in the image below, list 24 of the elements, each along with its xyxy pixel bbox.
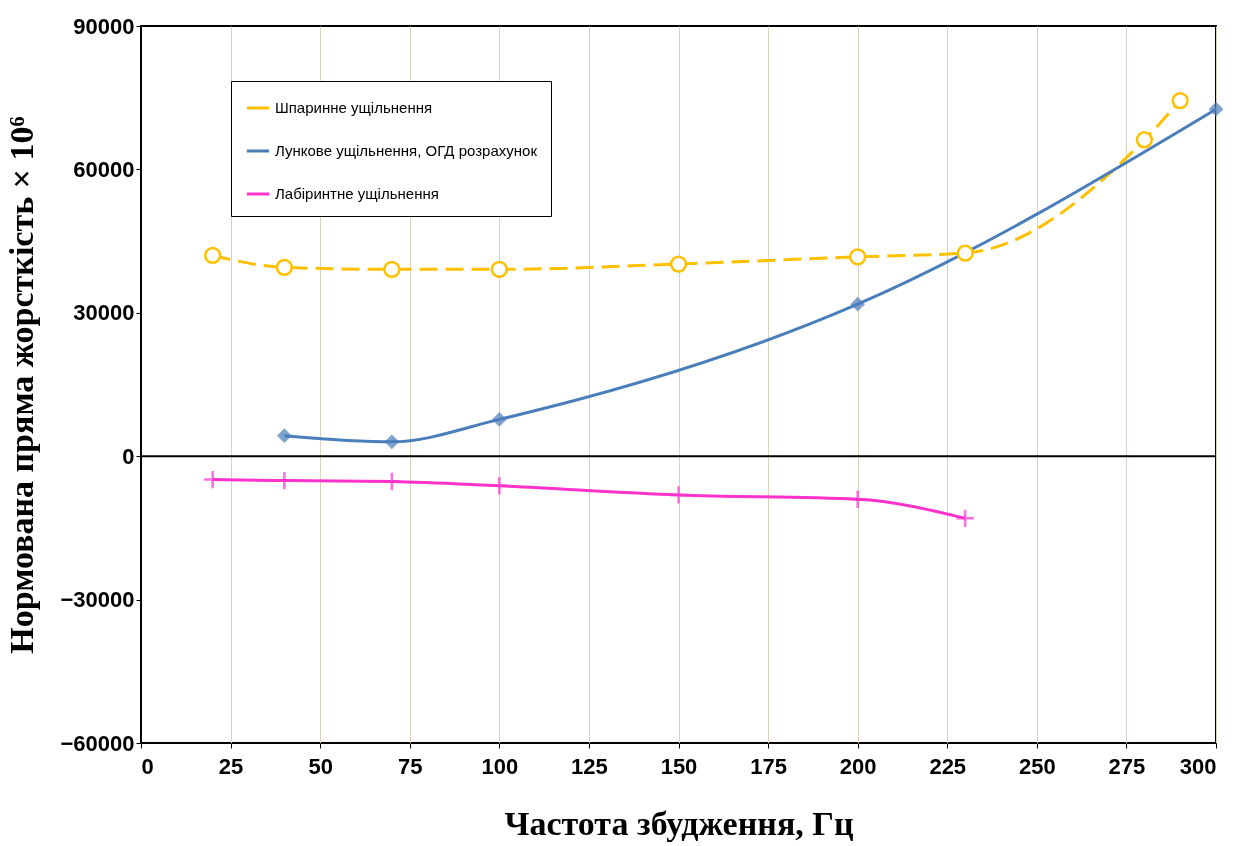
- y-tick-label: 30000: [73, 300, 135, 326]
- x-tick-label: 275: [1108, 753, 1146, 779]
- legend-label: Шпаринне ущільнення: [275, 99, 433, 116]
- x-tick-label: 175: [750, 753, 787, 779]
- x-tick-label: 100: [481, 753, 519, 779]
- x-tick-label: 225: [929, 753, 967, 779]
- y-tick-label: −30000: [60, 587, 135, 613]
- x-tick-label: 75: [398, 753, 423, 779]
- x-tick-label: 300: [1179, 753, 1217, 779]
- y-tick-label: 0: [122, 443, 135, 469]
- y-tick-label: 90000: [73, 13, 135, 39]
- x-tick-label: 50: [308, 753, 333, 779]
- x-tick-label: 200: [839, 753, 877, 779]
- legend-label: Лабіринтне ущільнення: [275, 185, 439, 202]
- x-tick-label: 150: [660, 753, 698, 779]
- x-tick-label: 125: [571, 753, 608, 779]
- y-tick-label: −60000: [60, 730, 135, 756]
- y-axis-title: Нормована пряма жорсткість × 10⁶: [3, 116, 41, 654]
- legend-label: Лункове ущільнення, ОГД розрахунок: [275, 142, 538, 159]
- x-tick-label: 250: [1018, 753, 1056, 779]
- x-tick-label: 25: [218, 753, 244, 779]
- x-axis-title: Частота збудження, Гц: [504, 804, 854, 842]
- y-tick-label: 60000: [73, 156, 135, 182]
- x-tick-label: 0: [141, 753, 154, 779]
